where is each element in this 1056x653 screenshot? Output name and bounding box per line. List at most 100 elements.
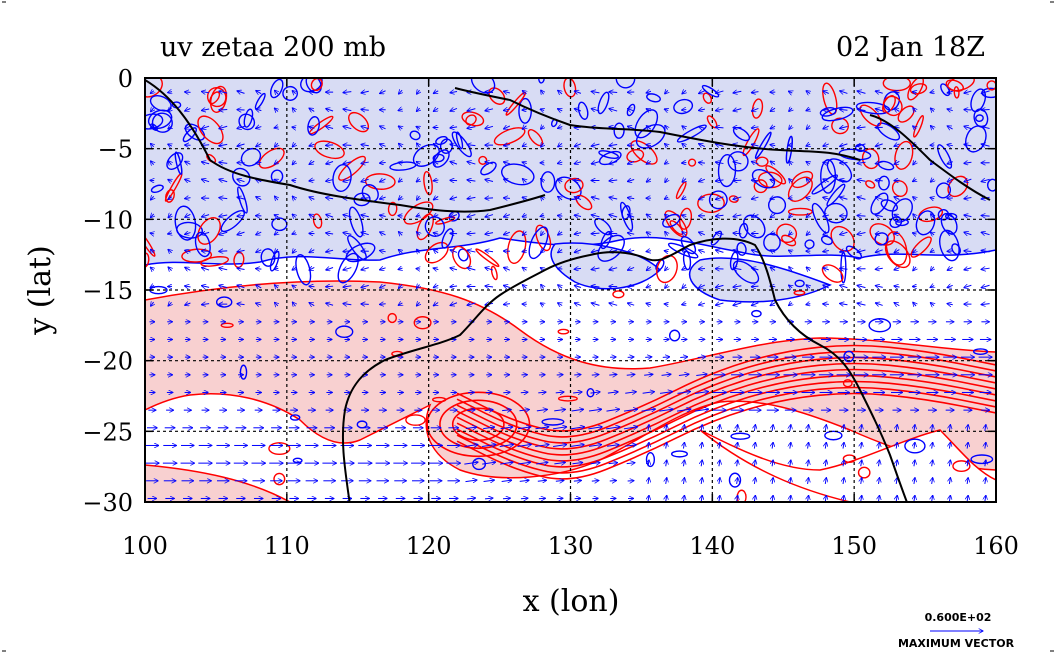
wind-vector	[558, 232, 562, 235]
wind-vector	[985, 460, 986, 467]
wind-vector	[343, 268, 352, 270]
wind-vector	[398, 196, 402, 199]
chart-time-label: 02 Jan 18Z	[836, 32, 985, 63]
wind-vector	[571, 409, 584, 411]
wind-vector	[517, 444, 531, 446]
wind-vector	[896, 460, 897, 467]
wind-vector	[683, 495, 684, 502]
wind-vector	[964, 268, 972, 270]
wind-vector	[591, 215, 600, 217]
wind-vector	[541, 90, 544, 94]
wind-vector	[292, 91, 296, 94]
wind-vector	[237, 232, 245, 235]
wind-vector	[930, 197, 934, 198]
wind-vector	[185, 267, 191, 270]
vorticity-contour	[314, 140, 345, 160]
wind-vector	[967, 495, 968, 502]
wind-vector	[519, 480, 529, 481]
vorticity-contour	[821, 106, 854, 122]
wind-vector	[665, 178, 668, 182]
wind-vector	[930, 92, 934, 93]
wind-vector	[627, 126, 635, 128]
wind-vector	[540, 303, 544, 305]
wind-vector	[840, 127, 848, 129]
wind-vector	[591, 303, 600, 306]
wind-vector	[875, 91, 883, 93]
wind-vector	[875, 162, 883, 164]
wind-vector	[380, 232, 386, 235]
wind-vector	[309, 267, 315, 270]
wind-vector	[450, 197, 458, 199]
wind-vector	[789, 267, 792, 271]
wind-vector	[770, 161, 775, 164]
wind-vector	[808, 425, 809, 432]
wind-vector	[150, 214, 153, 218]
vorticity-contour	[646, 93, 661, 103]
vorticity-contour	[728, 472, 742, 488]
wind-vector	[825, 495, 826, 502]
wind-vector	[682, 126, 686, 129]
wind-vector	[274, 215, 278, 217]
vorticity-contour	[986, 178, 996, 192]
vorticity-contour	[907, 78, 924, 101]
wind-vector	[274, 268, 278, 269]
wind-vector	[894, 214, 900, 217]
wind-vector	[522, 251, 527, 252]
wind-vector	[894, 268, 900, 270]
wind-vector	[682, 144, 686, 147]
wind-vector	[875, 268, 883, 269]
wind-vector	[790, 495, 791, 502]
wind-vector	[502, 498, 510, 499]
wind-vector	[985, 495, 986, 502]
wind-vector	[591, 109, 600, 111]
wind-vector	[326, 109, 334, 111]
wind-vector	[701, 495, 702, 502]
wind-vector	[343, 251, 352, 252]
wind-vector	[665, 267, 668, 271]
wind-vector	[570, 427, 585, 429]
wind-vector	[591, 233, 600, 234]
wind-vector	[666, 425, 667, 432]
wind-vector	[894, 197, 900, 200]
wind-vector	[930, 126, 933, 130]
wind-vector	[591, 374, 599, 375]
wind-vector	[682, 303, 687, 304]
wind-vector	[467, 215, 476, 217]
wind-vector	[557, 215, 563, 216]
wind-vector	[790, 478, 791, 485]
wind-vector	[398, 285, 402, 289]
vorticity-contour	[597, 91, 610, 115]
wind-vector	[894, 144, 900, 146]
wind-vector	[840, 91, 848, 94]
wind-vector	[627, 179, 635, 181]
vorticity-contour	[312, 213, 323, 229]
jet-curl-contour	[439, 399, 518, 450]
wind-vector	[699, 179, 706, 181]
wind-vector	[914, 478, 915, 485]
wind-vector	[664, 162, 668, 165]
wind-vector	[715, 109, 724, 111]
wind-vector	[219, 198, 228, 199]
wind-vector	[237, 91, 245, 94]
wind-vector	[558, 143, 562, 147]
wind-vector	[930, 108, 933, 111]
wind-vector	[751, 144, 759, 146]
wind-vector	[788, 198, 792, 199]
wind-vector	[433, 233, 439, 235]
wind-vector	[536, 462, 548, 464]
wind-vector	[607, 392, 618, 393]
wind-vector	[644, 374, 653, 375]
wind-vector	[591, 286, 600, 287]
vorticity-contour	[387, 312, 397, 324]
wind-vector	[715, 144, 724, 147]
wind-vector	[806, 161, 810, 164]
wind-vector	[168, 161, 171, 165]
wind-vector	[627, 250, 635, 252]
wind-vector	[256, 197, 262, 200]
wind-vector	[379, 162, 386, 163]
vorticity-contour	[455, 131, 464, 150]
wind-vector	[857, 162, 866, 163]
wind-vector	[625, 392, 636, 394]
vorticity-contour	[781, 234, 797, 247]
wind-vector	[219, 232, 228, 234]
